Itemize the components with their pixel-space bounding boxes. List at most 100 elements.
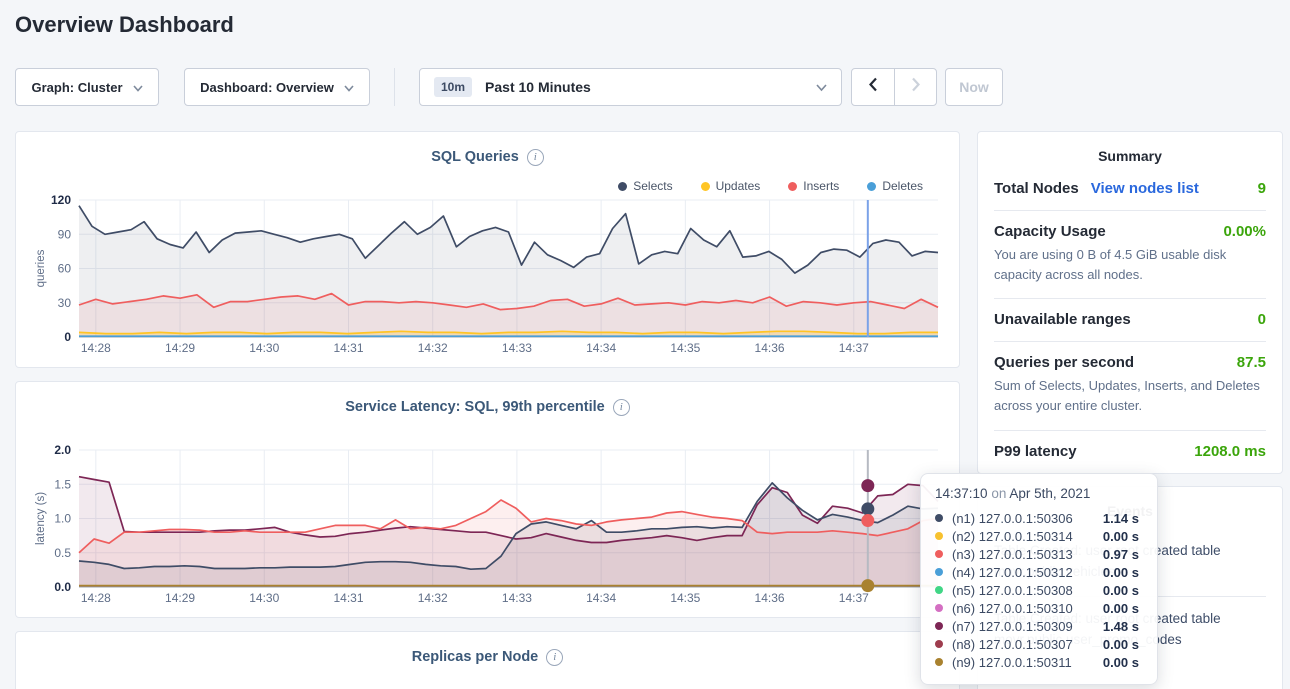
sql-queries-chart-panel: SQL Queries i SelectsUpdatesInsertsDelet… — [15, 131, 960, 368]
node-color-dot — [935, 604, 943, 612]
tooltip-rows: (n1) 127.0.0.1:503061.14 s(n2) 127.0.0.1… — [935, 509, 1143, 671]
time-range-selector[interactable]: 10m Past 10 Minutes — [419, 68, 842, 106]
svg-text:90: 90 — [58, 227, 72, 241]
next-range-button[interactable] — [894, 69, 936, 105]
legend-item-selects[interactable]: Selects — [618, 179, 672, 193]
node-latency-value: 1.48 s — [1103, 619, 1143, 634]
chevron-right-icon — [911, 77, 920, 97]
toolbar-divider — [394, 68, 395, 106]
svg-text:120: 120 — [51, 194, 71, 207]
svg-text:14:28: 14:28 — [81, 591, 111, 605]
charts-column: SQL Queries i SelectsUpdatesInsertsDelet… — [15, 131, 960, 689]
info-icon[interactable]: i — [546, 649, 563, 666]
node-color-dot — [935, 622, 943, 630]
chart-legend — [16, 429, 959, 443]
p99-latency-value: 1208.0 ms — [1194, 443, 1266, 460]
summary-row-total-nodes: Total Nodes View nodes list 9 — [994, 174, 1266, 210]
chart-canvas[interactable]: 0.00.51.01.52.014:2814:2914:3014:3114:32… — [28, 444, 948, 608]
total-nodes-label: Total Nodes — [994, 180, 1079, 197]
svg-text:14:30: 14:30 — [249, 591, 279, 605]
tooltip-connector: on — [991, 486, 1006, 501]
svg-text:0.0: 0.0 — [54, 580, 71, 594]
svg-text:0: 0 — [64, 330, 71, 344]
time-range-badge: 10m — [434, 77, 472, 97]
legend-dot — [867, 182, 876, 191]
unavailable-ranges-value: 0 — [1258, 311, 1266, 328]
chart-legend: Selects Updates Inserts Deletes — [16, 179, 959, 193]
tooltip-timestamp: 14:37:10 on Apr 5th, 2021 — [935, 486, 1143, 501]
chevron-down-icon — [133, 80, 143, 95]
node-address: (n5) 127.0.0.1:50308 — [952, 583, 1073, 598]
info-icon[interactable]: i — [613, 399, 630, 416]
node-latency-value: 0.00 s — [1103, 583, 1143, 598]
prev-range-button[interactable] — [852, 69, 894, 105]
summary-row-qps: Queries per second 87.5 Sum of Selects, … — [994, 341, 1266, 429]
node-latency-value: 1.14 s — [1103, 511, 1143, 526]
svg-text:14:36: 14:36 — [755, 591, 785, 605]
graph-dropdown[interactable]: Graph: Cluster — [15, 68, 159, 106]
view-nodes-list-link[interactable]: View nodes list — [1091, 180, 1199, 197]
node-latency-value: 0.00 s — [1103, 601, 1143, 616]
tooltip-date: Apr 5th, 2021 — [1009, 486, 1090, 501]
tooltip-node-row: (n8) 127.0.0.1:503070.00 s — [935, 635, 1143, 653]
svg-text:14:33: 14:33 — [502, 591, 532, 605]
svg-text:2.0: 2.0 — [54, 444, 71, 457]
node-address: (n4) 127.0.0.1:50312 — [952, 565, 1073, 580]
tooltip-time: 14:37:10 — [935, 486, 988, 501]
svg-text:0.5: 0.5 — [54, 546, 71, 560]
svg-text:14:37: 14:37 — [839, 591, 869, 605]
node-color-dot — [935, 568, 943, 576]
unavailable-ranges-label: Unavailable ranges — [994, 311, 1131, 328]
tooltip-node-row: (n2) 127.0.0.1:50314 0.00 s — [935, 527, 1143, 545]
total-nodes-value: 9 — [1258, 180, 1266, 197]
legend-label: Selects — [633, 179, 672, 193]
tooltip-node-row: (n4) 127.0.0.1:503120.00 s — [935, 563, 1143, 581]
time-step-group — [851, 68, 937, 106]
svg-text:14:29: 14:29 — [165, 341, 195, 355]
svg-text:30: 30 — [58, 296, 72, 310]
node-color-dot — [935, 586, 943, 594]
node-color-dot — [935, 640, 943, 648]
legend-item-updates[interactable]: Updates — [701, 179, 761, 193]
info-icon[interactable]: i — [527, 149, 544, 166]
dashboard-dropdown-label: Dashboard: Overview — [200, 80, 334, 95]
node-latency-value: 0.00 s — [1103, 655, 1143, 670]
tooltip-node-row: (n3) 127.0.0.1:503130.97 s — [935, 545, 1143, 563]
capacity-desc: You are using 0 B of 4.5 GiB usable disk… — [994, 245, 1266, 285]
replicas-per-node-chart-panel: Replicas per Node i — [15, 631, 960, 689]
svg-text:14:33: 14:33 — [502, 341, 532, 355]
node-address: (n7) 127.0.0.1:50309 — [952, 619, 1073, 634]
legend-dot — [701, 182, 710, 191]
service-latency-chart[interactable]: 0.00.51.01.52.014:2814:2914:3014:3114:32… — [16, 444, 959, 608]
now-button[interactable]: Now — [945, 68, 1003, 106]
node-address: (n9) 127.0.0.1:50311 — [952, 655, 1072, 670]
now-button-label: Now — [959, 79, 989, 95]
toolbar: Graph: Cluster Dashboard: Overview 10m P… — [15, 68, 1003, 106]
node-latency-value: 0.00 s — [1103, 529, 1143, 544]
node-address: (n8) 127.0.0.1:50307 — [952, 637, 1073, 652]
chart-canvas[interactable]: 030609012014:2814:2914:3014:3114:3214:33… — [28, 194, 948, 358]
chevron-left-icon — [869, 77, 878, 97]
qps-value: 87.5 — [1237, 354, 1266, 371]
svg-text:queries: queries — [35, 249, 47, 287]
svg-text:14:36: 14:36 — [755, 341, 785, 355]
sql-queries-chart[interactable]: 030609012014:2814:2914:3014:3114:3214:33… — [16, 194, 959, 358]
summary-row-capacity: Capacity Usage 0.00% You are using 0 B o… — [994, 210, 1266, 298]
legend-label: Deletes — [882, 179, 923, 193]
dashboard-dropdown[interactable]: Dashboard: Overview — [184, 68, 370, 106]
capacity-value: 0.00% — [1223, 223, 1266, 240]
node-address: (n2) 127.0.0.1:50314 — [952, 529, 1073, 544]
graph-dropdown-label: Graph: Cluster — [31, 80, 122, 95]
svg-text:60: 60 — [58, 262, 72, 276]
legend-label: Updates — [716, 179, 761, 193]
p99-latency-label: P99 latency — [994, 443, 1077, 460]
svg-text:1.5: 1.5 — [54, 477, 71, 491]
tooltip-node-row: (n5) 127.0.0.1:50308 0.00 s — [935, 581, 1143, 599]
svg-text:14:35: 14:35 — [670, 591, 700, 605]
summary-row-p99: P99 latency 1208.0 ms — [994, 430, 1266, 473]
legend-item-inserts[interactable]: Inserts — [788, 179, 839, 193]
svg-text:14:31: 14:31 — [333, 341, 363, 355]
svg-text:14:30: 14:30 — [249, 341, 279, 355]
tooltip-node-row: (n1) 127.0.0.1:503061.14 s — [935, 509, 1143, 527]
legend-item-deletes[interactable]: Deletes — [867, 179, 923, 193]
